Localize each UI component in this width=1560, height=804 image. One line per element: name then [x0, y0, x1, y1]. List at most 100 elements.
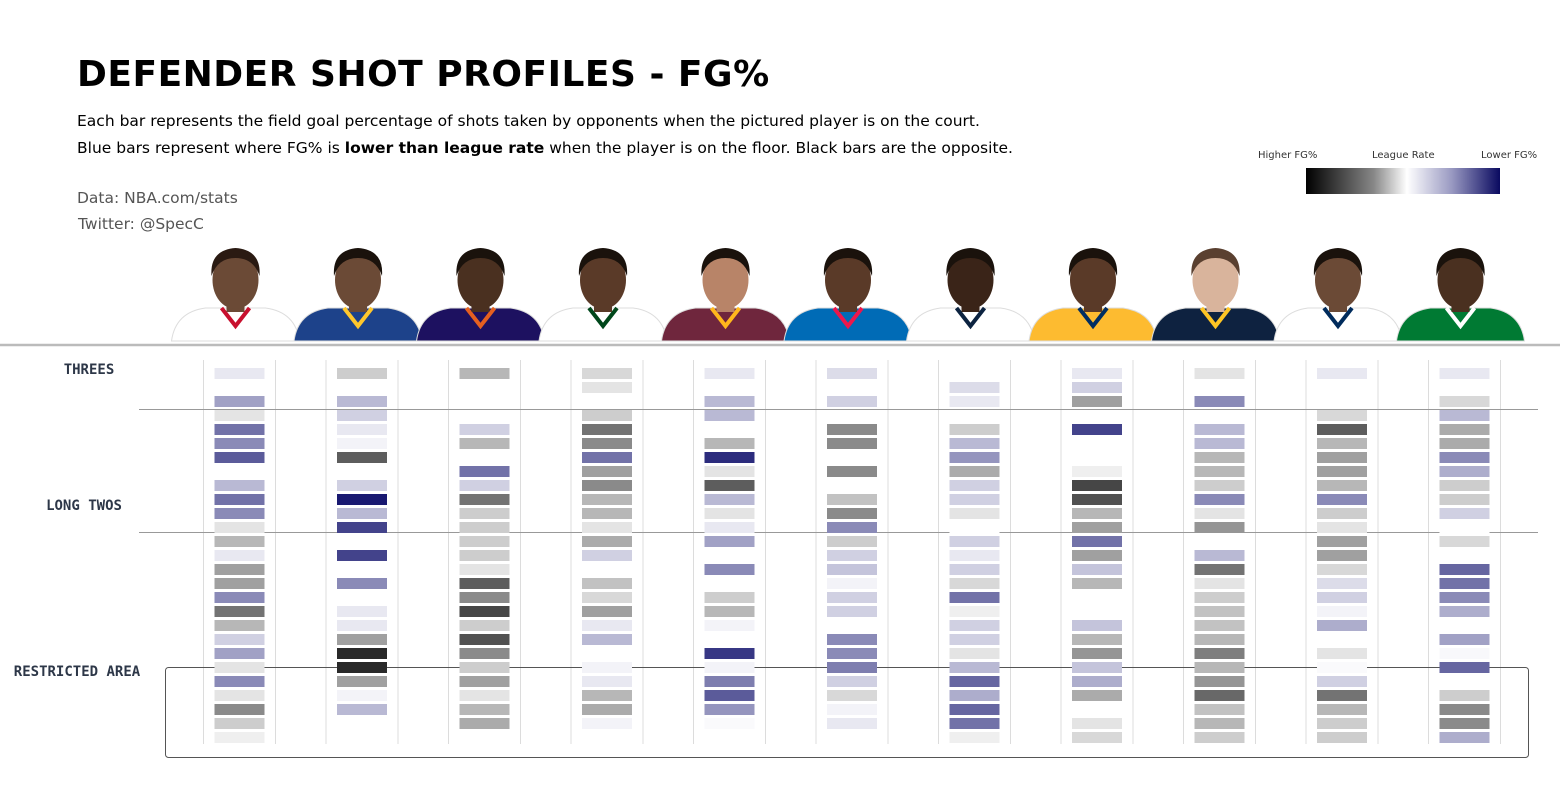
- player-hair-7: [946, 248, 995, 276]
- heatmap-cell-p3-r12: [459, 522, 510, 533]
- heatmap-cell-p4-r6: [582, 438, 632, 449]
- heatmap-cell-p6-r12: [827, 522, 877, 533]
- heatmap-cell-p2-r6: [337, 438, 387, 449]
- heatmap-cell-p7-r11: [949, 508, 1000, 519]
- heatmap-cell-p8-r24: [1072, 690, 1122, 701]
- heatmap-cell-p5-r10: [704, 494, 755, 505]
- heatmap-cell-p10-r14: [1317, 550, 1367, 561]
- heatmap-cell-p5-r8: [704, 466, 755, 477]
- heatmap-cell-p1-r17: [214, 592, 265, 603]
- heatmap-cell-p4-r4: [582, 410, 632, 421]
- heatmap-cell-p11-r19: [1439, 620, 1490, 631]
- heatmap-cell-p9-r25: [1194, 704, 1245, 715]
- player-headshot-3: [415, 248, 546, 342]
- heatmap-cell-p9-r27: [1194, 732, 1245, 743]
- player-hair-11: [1436, 248, 1485, 276]
- heatmap-cell-p1-r3: [214, 396, 265, 407]
- heatmap-cell-p4-r13: [582, 536, 632, 547]
- heatmap-cell-p6-r4: [827, 410, 877, 421]
- heatmap-cell-p7-r26: [949, 718, 1000, 729]
- player-face-11: [1437, 251, 1484, 309]
- player-jersey-trim-8: [1077, 306, 1109, 330]
- player-jersey-trim-1: [219, 306, 252, 330]
- heatmap-cell-p4-r18: [582, 606, 632, 617]
- heatmap-cell-p1-r16: [214, 578, 265, 589]
- heatmap-cell-p9-r16: [1194, 578, 1245, 589]
- heatmap-cell-p4-r16: [582, 578, 632, 589]
- heatmap-cell-p3-r27: [459, 732, 510, 743]
- player-hair-3: [456, 248, 505, 276]
- heatmap-cell-p6-r17: [827, 592, 877, 603]
- player-hair-4: [578, 248, 628, 276]
- heatmap-cell-p1-r13: [214, 536, 265, 547]
- heatmap-cell-p5-r2: [704, 382, 755, 393]
- heatmap-cell-p8-r14: [1072, 550, 1122, 561]
- heatmap-cell-p10-r26: [1317, 718, 1367, 729]
- heatmap-cell-p9-r6: [1194, 438, 1245, 449]
- player-face-7: [947, 251, 994, 309]
- heatmap-cell-p3-r6: [459, 438, 510, 449]
- heatmap-cell-p2-r20: [337, 634, 387, 645]
- player-face-9: [1192, 251, 1239, 309]
- heatmap-cell-p1-r18: [214, 606, 265, 617]
- heatmap-cell-p5-r9: [704, 480, 755, 491]
- heatmap-cell-p7-r2: [949, 382, 1000, 393]
- heatmap-cell-p4-r25: [582, 704, 632, 715]
- heatmap-cell-p7-r27: [949, 732, 1000, 743]
- section-label-threes: THREES: [64, 362, 115, 378]
- heatmap-cell-p2-r3: [337, 396, 387, 407]
- heatmap-cell-p3-r13: [459, 536, 510, 547]
- heatmap-cell-p5-r24: [704, 690, 755, 701]
- heatmap-cell-p1-r21: [214, 648, 265, 659]
- heatmap-cell-p7-r6: [949, 438, 1000, 449]
- heatmap-cell-p3-r20: [459, 634, 510, 645]
- heatmap-cell-p5-r4: [704, 410, 755, 421]
- player-jersey-trim-10: [1322, 306, 1354, 330]
- heatmap-cell-p10-r19: [1317, 620, 1367, 631]
- heatmap-cell-p1-r6: [214, 438, 265, 449]
- heatmap-cell-p1-r22: [214, 662, 265, 673]
- heatmap-cell-p10-r16: [1317, 578, 1367, 589]
- legend-label-league: League Rate: [1372, 150, 1435, 161]
- heatmap-cell-p7-r20: [949, 634, 1000, 645]
- legend-label-higher: Higher FG%: [1258, 150, 1318, 161]
- heatmap-cell-p9-r10: [1194, 494, 1245, 505]
- heatmap-cell-p6-r14: [827, 550, 877, 561]
- heatmap-cell-p7-r21: [949, 648, 1000, 659]
- heatmap-cell-p3-r1: [459, 368, 510, 379]
- heatmap-cell-p10-r27: [1317, 732, 1367, 743]
- heatmap-cell-p7-r12: [949, 522, 1000, 533]
- heatmap-cell-p9-r11: [1194, 508, 1245, 519]
- heatmap-cell-p1-r20: [214, 634, 265, 645]
- player-face-5: [702, 251, 749, 309]
- heatmap-cell-p11-r26: [1439, 718, 1490, 729]
- player-jersey-trim-2: [342, 306, 374, 330]
- heatmap-cell-p8-r15: [1072, 564, 1122, 575]
- heatmap-cell-p3-r7: [459, 452, 510, 463]
- heatmap-cell-p10-r2: [1317, 382, 1367, 393]
- heatmap-cell-p9-r21: [1194, 648, 1245, 659]
- data-source: Data: NBA.com/stats: [77, 189, 238, 207]
- heatmap-cell-p4-r9: [582, 480, 632, 491]
- heatmap-cell-p5-r14: [704, 550, 755, 561]
- heatmap-cell-p11-r18: [1439, 606, 1490, 617]
- heatmap-cell-p2-r2: [337, 382, 387, 393]
- heatmap-cell-p5-r1: [704, 368, 755, 379]
- legend-color-scale: [1306, 168, 1500, 194]
- heatmap-cell-p7-r18: [949, 606, 1000, 617]
- heatmap-cell-p2-r27: [337, 732, 387, 743]
- heatmap-cell-p5-r19: [704, 620, 755, 631]
- heatmap-cell-p6-r3: [827, 396, 877, 407]
- heatmap-cell-p7-r7: [949, 452, 1000, 463]
- heatmap-cell-p3-r15: [459, 564, 510, 575]
- player-face-2: [335, 251, 381, 309]
- heatmap-cell-p2-r23: [337, 676, 387, 687]
- heatmap-cell-p2-r16: [337, 578, 387, 589]
- heatmap-cell-p9-r12: [1194, 522, 1245, 533]
- heatmap-cell-p3-r16: [459, 578, 510, 589]
- heatmap-cell-p2-r7: [337, 452, 387, 463]
- heatmap-cell-p3-r22: [459, 662, 510, 673]
- heatmap-cell-p8-r11: [1072, 508, 1122, 519]
- heatmap-cell-p5-r26: [704, 718, 755, 729]
- heatmap-cell-p10-r11: [1317, 508, 1367, 519]
